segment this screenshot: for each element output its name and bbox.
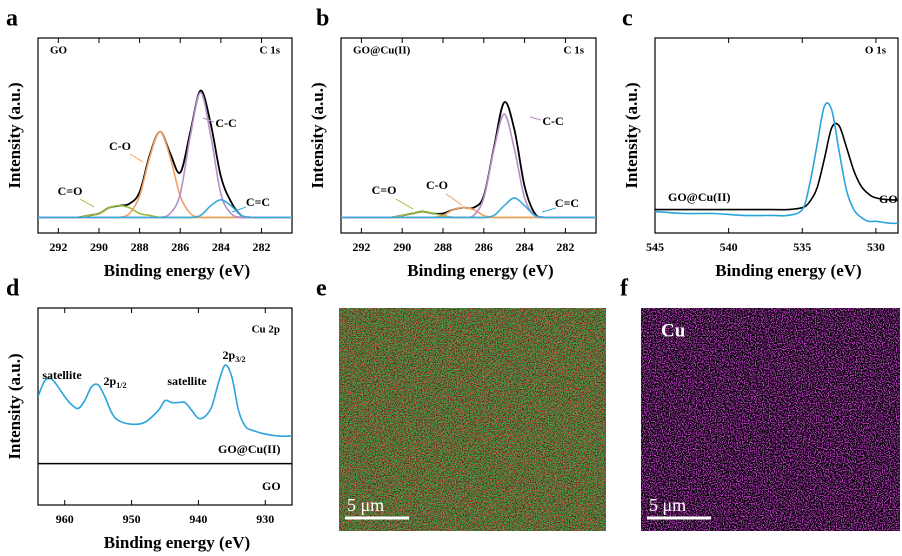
y-axis-title: Intensity (a.u.): [622, 82, 641, 188]
plot-frame: [340, 37, 597, 234]
series-label: GO@Cu(II): [218, 442, 281, 456]
x-tick-label: 290: [90, 240, 108, 254]
x-tick-label: 284: [212, 240, 230, 254]
x-tick-label: 530: [867, 240, 885, 254]
y-axis-title: Intensity (a.u.): [308, 82, 327, 188]
region-label: C 1s: [564, 45, 585, 57]
plot-frame: [654, 37, 899, 234]
panel-letter: b: [316, 6, 329, 32]
peak-annotation-sub: 1/2: [116, 381, 126, 390]
peak-annotation: satellite: [167, 374, 207, 388]
label-arrow: [129, 153, 144, 163]
x-tick-label: 282: [253, 240, 271, 254]
series-label: C-C: [542, 114, 563, 128]
series-label: C=C: [555, 196, 579, 210]
panel-letter: f: [620, 276, 629, 302]
x-tick-label: 286: [171, 240, 189, 254]
x-tick-label: 288: [131, 240, 149, 254]
region-label: C 1s: [260, 45, 281, 57]
x-tick-label: 284: [516, 240, 534, 254]
scale-bar-label: 5 μm: [649, 495, 686, 515]
y-axis-title: Intensity (a.u.): [5, 82, 24, 188]
x-tick-label: 286: [475, 240, 493, 254]
x-tick-label: 292: [352, 240, 370, 254]
region-label: Cu 2p: [252, 324, 280, 336]
scale-bar-label: 5 μm: [347, 495, 384, 515]
x-tick-label: 930: [256, 512, 274, 526]
label-arrow: [231, 206, 247, 213]
series-label: GO: [879, 192, 898, 206]
x-tick-label: 950: [123, 512, 141, 526]
series-label: C=C: [246, 195, 270, 209]
series-label: GO: [262, 479, 281, 493]
panel-letter: a: [6, 6, 18, 32]
series-line: [341, 197, 596, 219]
x-tick-label: 940: [189, 512, 207, 526]
y-axis-title: Intensity (a.u.): [5, 353, 24, 459]
element-map: [641, 308, 900, 531]
label-arrow: [541, 207, 557, 213]
series-line: [38, 364, 292, 437]
element-map: [339, 308, 606, 531]
series-label: C-C: [215, 116, 236, 130]
series-label: GO@Cu(II): [668, 190, 731, 204]
panel-letter: c: [622, 6, 633, 32]
x-tick-label: 288: [434, 240, 452, 254]
peak-annotation: 2p3/2: [223, 348, 246, 364]
label-arrow: [202, 117, 215, 123]
sample-label: GO@Cu(II): [353, 45, 411, 57]
x-tick-label: 960: [56, 512, 74, 526]
x-axis-title: Binding energy (eV): [407, 261, 553, 280]
element-label: Cu: [661, 320, 686, 341]
series-line: [38, 199, 292, 219]
label-arrow: [445, 193, 463, 206]
series-line: [655, 102, 898, 225]
x-axis-title: Binding energy (eV): [104, 533, 250, 552]
peak-annotation-sub: 3/2: [235, 355, 245, 364]
series-label: C=O: [372, 183, 397, 197]
series-line: [655, 122, 898, 211]
plot-frame: [37, 307, 293, 506]
x-tick-label: 290: [393, 240, 411, 254]
panel-letter: e: [316, 276, 327, 302]
label-arrow: [395, 198, 414, 210]
x-tick-label: 292: [49, 240, 67, 254]
label-arrow: [529, 116, 542, 121]
x-tick-label: 282: [556, 240, 574, 254]
panel-letter: d: [6, 276, 20, 302]
region-label: O 1s: [865, 45, 887, 57]
x-axis-title: Binding energy (eV): [715, 261, 861, 280]
x-tick-label: 540: [720, 240, 738, 254]
x-tick-label: 545: [646, 240, 664, 254]
peak-annotation: 2p1/2: [104, 374, 127, 390]
label-arrow: [79, 198, 95, 208]
series-label: C=O: [58, 184, 83, 198]
sample-label: GO: [50, 45, 68, 57]
x-tick-label: 535: [793, 240, 811, 254]
peak-annotation: satellite: [42, 368, 82, 382]
plot-frame: [37, 37, 293, 234]
series-label: C-O: [426, 178, 448, 192]
series-label: C-O: [109, 139, 131, 153]
x-axis-title: Binding energy (eV): [104, 261, 250, 280]
